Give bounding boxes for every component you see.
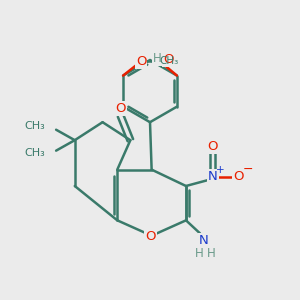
Text: H: H <box>153 52 162 65</box>
Text: CH₃: CH₃ <box>160 56 179 66</box>
Text: O: O <box>136 55 146 68</box>
Text: N: N <box>208 170 218 183</box>
Text: O: O <box>115 102 126 115</box>
Text: CH₃: CH₃ <box>25 148 45 158</box>
Text: O: O <box>208 140 218 153</box>
Text: O: O <box>163 53 173 66</box>
Text: +: + <box>216 165 224 175</box>
Text: CH₃: CH₃ <box>25 122 45 131</box>
Text: N: N <box>199 234 209 247</box>
Text: H: H <box>195 247 203 260</box>
Text: O: O <box>146 230 156 243</box>
Text: O: O <box>233 170 243 183</box>
Text: −: − <box>243 163 253 176</box>
Text: H: H <box>207 247 216 260</box>
